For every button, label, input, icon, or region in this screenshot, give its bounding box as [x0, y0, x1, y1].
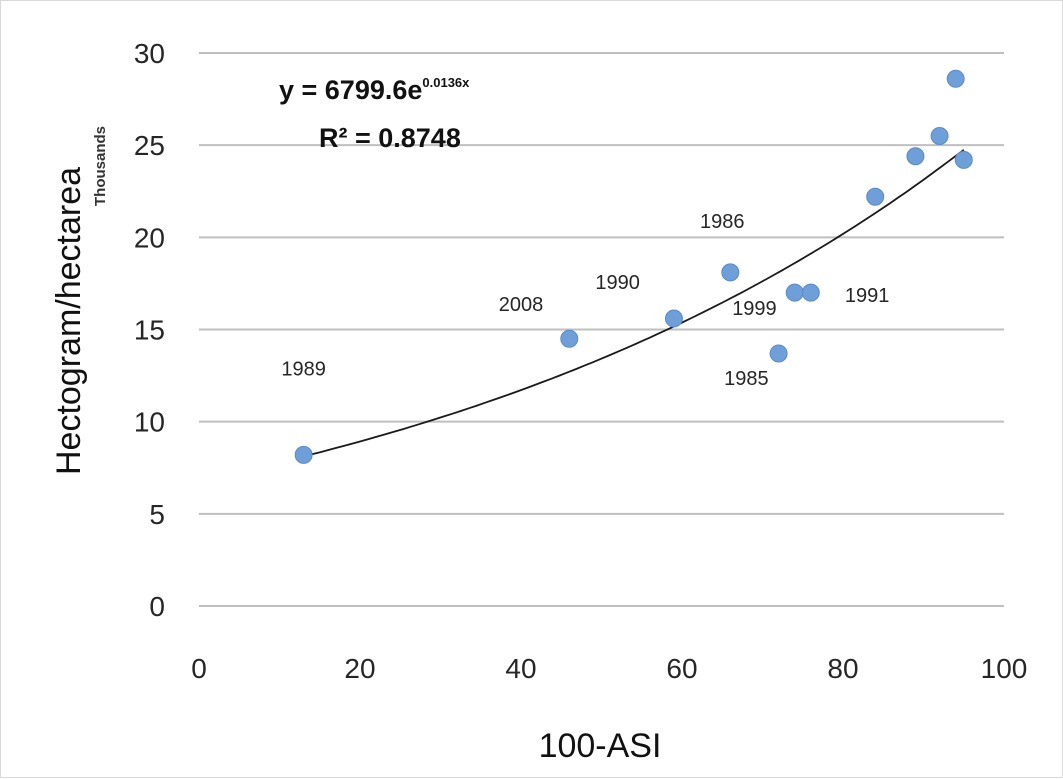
data-point-8 [866, 187, 885, 206]
equation-base: y = 6799.6e [279, 75, 422, 105]
point-label-1991: 1991 [845, 285, 890, 307]
y-tick-labels: 0 5 10 15 20 25 30 [134, 38, 165, 622]
x-tick-60: 60 [666, 653, 697, 684]
equation-exponent: 0.0136x [422, 75, 470, 90]
data-point-6 [785, 283, 804, 302]
x-tick-100: 100 [981, 653, 1028, 684]
x-tick-0: 0 [191, 653, 207, 684]
point-label-1989: 1989 [281, 359, 326, 381]
data-point-1 [294, 445, 313, 464]
y-tick-5: 5 [149, 499, 165, 530]
x-tick-labels: 0 20 40 60 80 100 [191, 653, 1027, 684]
y-tick-10: 10 [134, 407, 165, 438]
point-label-1986: 1986 [700, 211, 745, 233]
y-tick-20: 20 [134, 222, 165, 253]
point-label-1990: 1990 [595, 272, 640, 294]
trendline-equation: y = 6799.6e0.0136x [279, 75, 470, 105]
data-point-5 [769, 344, 788, 363]
x-tick-20: 20 [344, 653, 375, 684]
y-tick-25: 25 [134, 130, 165, 161]
r-squared-label: R² = 0.8748 [319, 123, 461, 153]
data-point-10 [930, 126, 949, 145]
data-point-12 [954, 150, 973, 169]
data-point-11 [946, 69, 965, 88]
data-point-2 [560, 329, 579, 348]
point-label-1985: 1985 [724, 368, 769, 390]
y-tick-0: 0 [149, 591, 165, 622]
data-point-7 [801, 283, 820, 302]
data-point-4 [721, 263, 740, 282]
x-tick-40: 40 [505, 653, 536, 684]
y-tick-30: 30 [134, 38, 165, 69]
trendline [303, 149, 965, 458]
data-point-9 [906, 147, 925, 166]
data-points [294, 69, 973, 464]
data-point-3 [664, 309, 683, 328]
y-tick-15: 15 [134, 315, 165, 346]
point-labels: 1989 2008 1990 1986 1999 1985 1991 [281, 211, 889, 390]
grid-lines [199, 52, 1004, 607]
y-axis-title: Hectogram/hectarea [50, 167, 88, 475]
x-tick-80: 80 [827, 653, 858, 684]
x-axis-title: 100-ASI [539, 727, 662, 765]
point-label-2008: 2008 [499, 294, 544, 316]
y-axis-unit-label: Thousands [92, 126, 109, 206]
point-label-1999: 1999 [732, 298, 777, 320]
